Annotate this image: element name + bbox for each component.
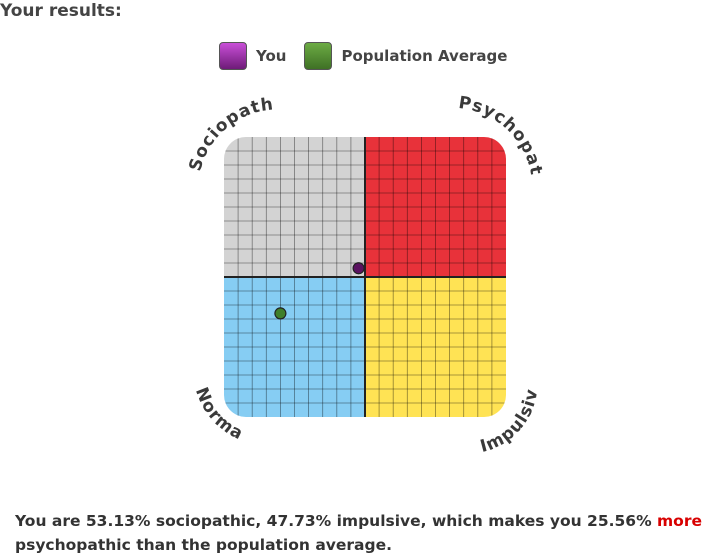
quadrant-impulsive: [365, 277, 506, 417]
quadrant-psychopath: [365, 137, 506, 277]
summary-highlight: more: [657, 511, 702, 530]
quadrant-plot-area: [224, 137, 506, 417]
summary-text-end: psychopathic than the population average…: [15, 535, 393, 554]
legend-label-you: You: [256, 47, 287, 65]
legend-item-you: You: [219, 42, 286, 70]
point-population-average: [274, 307, 287, 320]
results-heading: Your results:: [0, 1, 122, 21]
result-summary: You are 53.13% sociopathic, 47.73% impul…: [15, 509, 705, 557]
data-points: [274, 262, 365, 320]
legend-item-population: Population Average: [304, 42, 507, 70]
legend-label-population: Population Average: [341, 47, 508, 65]
quadrant-sociopath: [224, 137, 365, 277]
chart-legend: You Population Average: [219, 42, 525, 70]
personality-quadrant-chart: Sociopath Psychopath Normal Impulsive: [0, 90, 545, 457]
legend-swatch-population: [304, 42, 333, 70]
quadrant-normal: [224, 277, 365, 417]
point-you: [352, 262, 365, 275]
legend-swatch-you: [219, 42, 247, 70]
summary-text: You are 53.13% sociopathic, 47.73% impul…: [15, 511, 652, 530]
